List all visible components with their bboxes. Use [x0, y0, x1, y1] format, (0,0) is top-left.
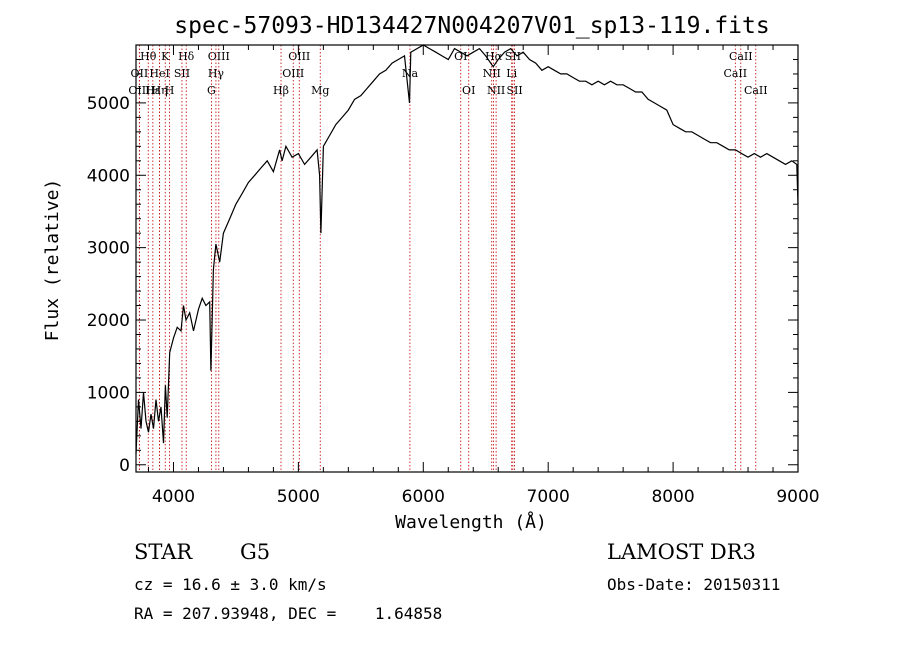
observation-date: Obs-Date: 20150311 — [607, 575, 781, 594]
x-tick-label: 6000 — [402, 487, 445, 507]
line-label: Hβ — [273, 84, 289, 97]
object-class: STAR — [134, 540, 193, 564]
coordinates: RA = 207.93948, DEC = 1.64858 — [134, 604, 443, 623]
line-label: NII — [483, 67, 501, 80]
line-label: CaII — [729, 50, 753, 63]
line-label: Hε — [145, 84, 161, 97]
line-label: NII — [487, 84, 505, 97]
line-label: SII — [174, 67, 190, 80]
line-label: G — [207, 84, 216, 97]
x-tick-label: 5000 — [277, 487, 320, 507]
line-label: SII — [506, 84, 522, 97]
line-label: OI — [462, 84, 475, 97]
plot-frame — [135, 44, 799, 473]
x-tick-label: 4000 — [152, 487, 195, 507]
line-label: Hθ — [140, 50, 157, 63]
line-label: CaII — [723, 67, 747, 80]
x-tick-label: 7000 — [527, 487, 570, 507]
line-label: OIII — [288, 50, 310, 63]
line-label: Li — [506, 67, 517, 80]
spectral-line-markers: HθOIIOIIIHεKHeIHηHδSIIHOIIIHγGOIIIOIIIHβ… — [128, 45, 768, 472]
chart-title: spec-57093-HD134427N004207V01_sp13-119.f… — [174, 13, 769, 39]
line-label: SII — [505, 50, 521, 63]
line-label: OIII — [208, 50, 230, 63]
y-axis-ticks: 0 1000 2000 3000 4000 5000 — [87, 44, 798, 476]
y-tick-label: 0 — [119, 456, 130, 476]
object-subclass: G5 — [240, 540, 271, 564]
spectrum-line — [135, 44, 799, 454]
redshift-value: cz = 16.6 ± 3.0 km/s — [134, 575, 327, 594]
line-label: Hδ — [178, 50, 195, 63]
line-label: K — [161, 50, 170, 63]
line-label: OIII — [282, 67, 304, 80]
y-tick-label: 5000 — [87, 94, 130, 114]
x-axis-ticks: 4000 5000 6000 7000 8000 9000 — [147, 45, 820, 507]
x-axis-label: Wavelength (Å) — [395, 511, 547, 533]
y-tick-label: 1000 — [87, 383, 130, 403]
y-tick-label: 3000 — [87, 239, 130, 259]
line-label: Hη — [152, 84, 168, 97]
x-tick-label: 9000 — [776, 487, 819, 507]
line-label: Mg — [311, 84, 329, 97]
line-label: OI — [454, 50, 467, 63]
spectrum-series — [135, 44, 799, 454]
line-label: CaII — [744, 84, 768, 97]
line-label: Hγ — [208, 67, 225, 80]
y-tick-label: 2000 — [87, 311, 130, 331]
line-label: OIII — [128, 84, 150, 97]
line-label: H — [165, 84, 175, 97]
x-tick-label: 8000 — [651, 487, 694, 507]
y-tick-label: 4000 — [87, 166, 130, 186]
survey-name: LAMOST DR3 — [607, 540, 756, 564]
y-axis-label: Flux (relative) — [42, 179, 63, 342]
